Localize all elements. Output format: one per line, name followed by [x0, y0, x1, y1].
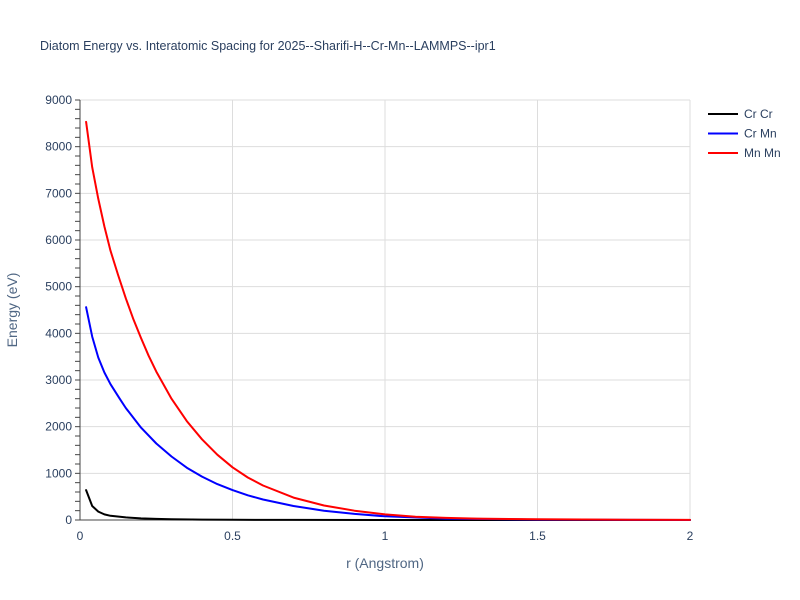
chart-title: Diatom Energy vs. Interatomic Spacing fo…: [40, 39, 496, 53]
legend-label: Cr Mn: [744, 127, 777, 141]
x-tick-label: 0.5: [224, 529, 241, 543]
axes: 0 0.5 1 1.5 2 0 1000 2000 3000 4000 5000 6000 7000 80…: [45, 93, 693, 543]
x-tick-label: 0: [77, 529, 84, 543]
y-axis-title: Energy (eV): [4, 273, 20, 348]
x-tick-label: 1: [382, 529, 389, 543]
y-tick-label: 5000: [45, 280, 72, 294]
y-tick-label: 2000: [45, 420, 72, 434]
gridlines: [80, 99, 691, 520]
y-tick-label: 7000: [45, 186, 72, 200]
x-tick-label: 2: [687, 529, 694, 543]
y-tick-label: 6000: [45, 233, 72, 247]
legend-item-mn-mn[interactable]: Mn Mn: [708, 146, 781, 160]
y-tick-label: 3000: [45, 373, 72, 387]
series-lines: [85, 120, 691, 521]
x-axis-title: r (Angstrom): [346, 555, 424, 571]
y-tick-label: 4000: [45, 326, 72, 340]
y-tick-label: 8000: [45, 140, 72, 154]
y-tick-label: 9000: [45, 93, 72, 107]
legend-label: Mn Mn: [744, 146, 781, 160]
series-line-cr-cr: [85, 489, 691, 521]
legend-label: Cr Cr: [744, 107, 773, 121]
legend-item-cr-mn[interactable]: Cr Mn: [708, 127, 777, 141]
y-tick-label: 0: [65, 513, 72, 527]
series-line-cr-mn: [85, 306, 691, 521]
series-line-mn-mn: [85, 120, 691, 521]
x-tick-label: 1.5: [529, 529, 546, 543]
y-tick-label: 1000: [45, 466, 72, 480]
legend[interactable]: Cr Cr Cr Mn Mn Mn: [708, 107, 781, 160]
legend-item-cr-cr[interactable]: Cr Cr: [708, 107, 773, 121]
